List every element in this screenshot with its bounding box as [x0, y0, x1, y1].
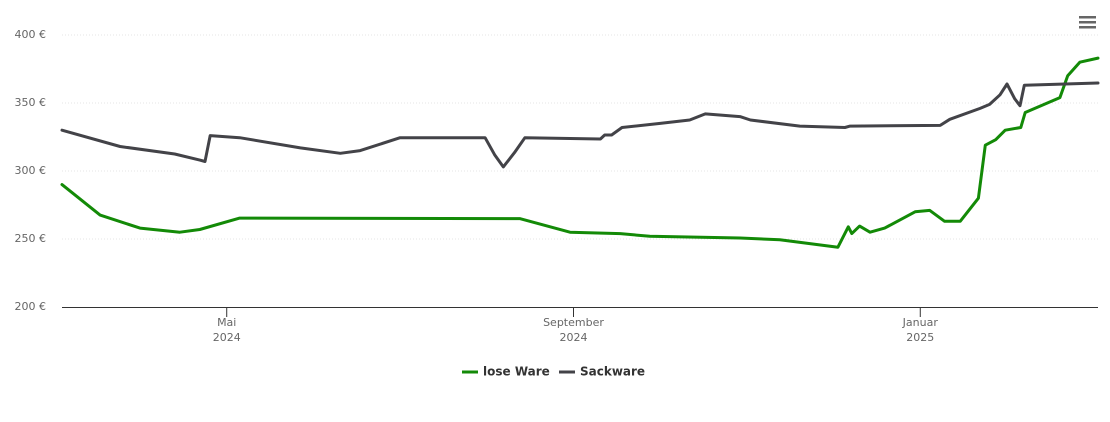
series-line — [60, 81, 1100, 169]
x-tick-label: 2025 — [906, 331, 934, 344]
x-tick-label: 2024 — [213, 331, 241, 344]
legend-item[interactable]: Sackware — [559, 365, 645, 379]
x-tick-label: Januar — [902, 316, 939, 329]
y-tick-label: 200 € — [15, 300, 47, 313]
menu-bar — [1079, 16, 1096, 19]
menu-bar — [1079, 26, 1096, 29]
x-tick-label: 2024 — [559, 331, 587, 344]
y-tick-label: 250 € — [15, 232, 47, 245]
x-tick-label: September — [543, 316, 604, 329]
legend-item[interactable]: lose Ware — [462, 365, 550, 379]
legend-label: lose Ware — [483, 365, 550, 379]
menu-bar — [1079, 21, 1096, 24]
x-tick-label: Mai — [217, 316, 236, 329]
y-tick-label: 350 € — [15, 96, 47, 109]
y-tick-label: 400 € — [15, 28, 47, 41]
menu-button[interactable] — [1079, 16, 1096, 29]
y-tick-label: 300 € — [15, 164, 47, 177]
legend-label: Sackware — [580, 365, 645, 379]
legend: lose Ware Sackware — [462, 365, 645, 379]
series-line — [60, 56, 1100, 249]
